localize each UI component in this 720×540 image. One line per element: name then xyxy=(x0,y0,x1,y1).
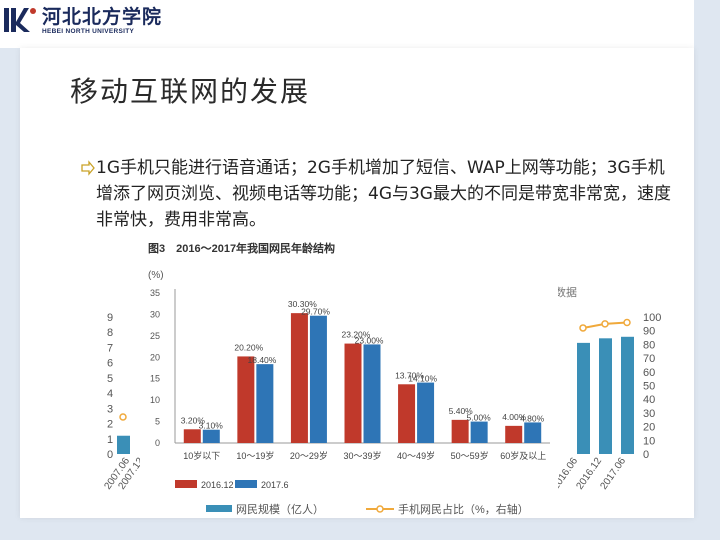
age-chart-ylabel: (%) xyxy=(148,270,164,281)
age-category-label: 10岁以下 xyxy=(183,450,220,461)
age-bar xyxy=(524,422,542,443)
age-bar-label: 29.70% xyxy=(301,307,330,317)
age-category-label: 10～19岁 xyxy=(236,450,274,461)
age-bar-label: 18.40% xyxy=(248,355,277,365)
age-bar-label: 5.40% xyxy=(449,406,474,416)
age-y-tick: 5 xyxy=(155,417,160,427)
age-legend-label: 2016.12 xyxy=(201,480,234,490)
mobile-share-point xyxy=(579,324,587,332)
bullet-text: 1G手机只能进行语音通话；2G手机增加了短信、WAP上网等功能；3G手机增添了网… xyxy=(96,158,671,230)
age-chart-panel: 图3 2016～2017年我国网民年龄结构 (%) 0 5 10 15 20 25 30 35 3.… xyxy=(140,238,558,500)
age-chart: 图3 2016～2017年我国网民年龄结构 (%) 0 5 10 15 20 25 30 35 3.… xyxy=(148,241,550,490)
scale-chart-legend: 网民规模（亿人） 手机网民占比（%，右轴） xyxy=(140,500,558,518)
age-bar-label: 23.00% xyxy=(355,335,384,345)
age-bar xyxy=(470,421,488,443)
logo-name-cn: 河北北方学院 xyxy=(42,5,163,28)
age-bar-label: 5.00% xyxy=(467,413,492,423)
age-bar-label: 14.10% xyxy=(408,374,437,384)
age-bar xyxy=(417,382,435,443)
right-axis-tick: 100 xyxy=(643,312,661,324)
legend-marker-line xyxy=(376,505,384,513)
scale-bar xyxy=(117,435,130,454)
age-bar xyxy=(202,429,220,443)
scale-bar xyxy=(577,342,590,454)
left-axis-tick: 4 xyxy=(107,388,113,400)
right-axis-tick: 40 xyxy=(643,394,655,406)
age-bar-label: 4.80% xyxy=(520,413,545,423)
age-bar-label: 3.20% xyxy=(181,415,206,425)
scale-chart: 01234567890102030405060708090100数据2007.0… xyxy=(102,285,661,492)
frame-bottom xyxy=(0,518,720,540)
age-bar-label: 30.30% xyxy=(288,299,317,309)
age-y-tick: 30 xyxy=(150,309,160,319)
age-bar-label: 20.20% xyxy=(234,342,263,352)
scale-x-label: 2017.06 xyxy=(598,455,628,491)
age-chart-title: 图3 2016～2017年我国网民年龄结构 xyxy=(148,241,335,255)
age-y-tick: 25 xyxy=(150,331,160,341)
age-legend-swatch xyxy=(175,480,197,488)
age-legend-label: 2017.6 xyxy=(261,480,289,490)
right-axis-tick: 60 xyxy=(643,367,655,379)
frame-right xyxy=(694,0,720,540)
age-bar xyxy=(505,425,523,443)
age-bar xyxy=(183,429,201,443)
university-logo: 河北北方学院 HEBEI NORTH UNIVERSITY xyxy=(2,2,162,38)
header-band xyxy=(0,0,720,48)
mobile-share-point xyxy=(623,318,631,327)
left-axis-tick: 9 xyxy=(107,312,113,324)
left-axis-tick: 1 xyxy=(107,434,113,446)
left-axis-tick: 2 xyxy=(107,419,113,431)
age-bar xyxy=(363,344,381,443)
age-bar xyxy=(398,384,416,443)
right-axis-tick: 70 xyxy=(643,353,655,365)
age-category-label: 20～29岁 xyxy=(290,450,328,461)
age-bar-label: 4.00% xyxy=(502,412,527,422)
left-axis-tick: 8 xyxy=(107,327,113,339)
right-axis-tick: 20 xyxy=(643,422,655,434)
age-bar xyxy=(309,315,327,443)
legend-swatch-scale xyxy=(206,505,232,512)
left-axis-tick: 6 xyxy=(107,358,113,370)
age-category-label: 30～39岁 xyxy=(343,450,381,461)
age-legend-swatch xyxy=(235,480,257,488)
mobile-share-point xyxy=(119,413,127,421)
age-y-tick: 0 xyxy=(155,438,160,448)
age-y-tick: 20 xyxy=(150,352,160,362)
age-bar xyxy=(451,419,469,443)
age-y-tick: 35 xyxy=(150,288,160,298)
right-axis-tick: 80 xyxy=(643,339,655,351)
left-axis-tick: 3 xyxy=(107,403,113,415)
left-axis-tick: 7 xyxy=(107,342,113,354)
right-axis-tick: 30 xyxy=(643,408,655,420)
age-y-tick: 10 xyxy=(150,395,160,405)
age-bar xyxy=(256,364,274,443)
age-bar-label: 13.70% xyxy=(395,370,424,380)
slide-title: 移动互联网的发展 xyxy=(70,75,311,108)
left-axis-tick: 0 xyxy=(107,449,113,461)
age-bar xyxy=(290,313,308,443)
age-bar-label: 3.10% xyxy=(199,421,224,431)
age-bar xyxy=(344,343,362,443)
age-category-label: 50～59岁 xyxy=(451,450,489,461)
right-axis-tick: 50 xyxy=(643,381,655,393)
left-axis-tick: 5 xyxy=(107,373,113,385)
legend-label-scale: 网民规模（亿人） xyxy=(236,502,324,516)
frame-left xyxy=(0,48,20,540)
age-category-label: 60岁及以上 xyxy=(500,450,546,461)
mobile-share-point xyxy=(601,320,609,328)
legend-label-share: 手机网民占比（%，右轴） xyxy=(398,502,529,516)
right-axis-tick: 10 xyxy=(643,435,655,447)
scale-bar xyxy=(599,338,612,454)
age-bar-label: 23.20% xyxy=(342,330,371,340)
university-emblem-icon xyxy=(4,8,36,32)
right-axis-tick: 90 xyxy=(643,326,655,338)
right-axis-tick: 0 xyxy=(643,449,649,461)
bullet-arrow-icon xyxy=(81,160,95,176)
scale-chart-title: 数据 xyxy=(555,285,577,299)
scale-bar xyxy=(621,336,634,454)
logo-name-en: HEBEI NORTH UNIVERSITY xyxy=(42,27,135,35)
age-category-label: 40～49岁 xyxy=(397,450,435,461)
age-bar xyxy=(237,356,255,443)
age-y-tick: 15 xyxy=(150,374,160,384)
